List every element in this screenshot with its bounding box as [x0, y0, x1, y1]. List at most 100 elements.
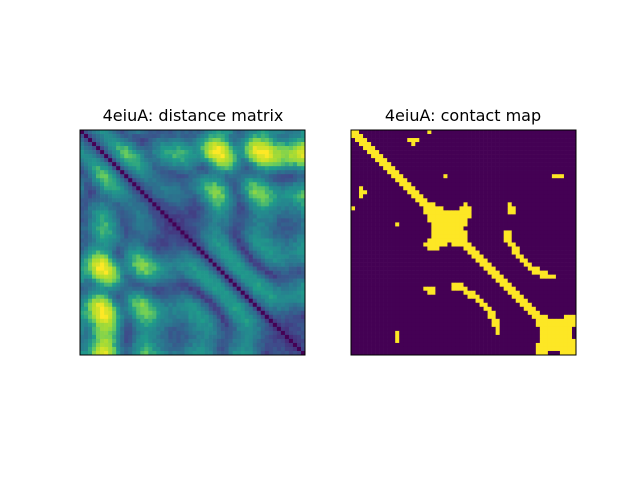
- contact-cell: [447, 170, 452, 175]
- distance-cell: [152, 142, 157, 147]
- distance-cell: [192, 318, 197, 324]
- contact-cell: [367, 190, 372, 195]
- contact-cell: [431, 242, 436, 247]
- contact-cell: [431, 186, 436, 191]
- distance-cell: [160, 338, 165, 344]
- distance-cell: [232, 246, 237, 251]
- distance-cell: [228, 226, 233, 231]
- distance-cell: [132, 250, 137, 255]
- distance-cell: [200, 222, 205, 227]
- distance-cell: [192, 190, 197, 195]
- distance-cell: [144, 130, 149, 135]
- contact-cell: [487, 130, 492, 135]
- contact-cell: [355, 162, 360, 167]
- distance-cell: [96, 310, 101, 316]
- distance-cell: [164, 262, 169, 267]
- contact-cell: [559, 186, 565, 191]
- distance-cell: [236, 310, 242, 316]
- distance-cell: [232, 190, 237, 195]
- distance-cell: [292, 286, 298, 292]
- contact-cell: [455, 222, 460, 227]
- distance-cell: [156, 330, 161, 336]
- distance-cell: [116, 242, 121, 247]
- distance-cell: [128, 294, 133, 300]
- distance-cell: [92, 342, 97, 348]
- contact-cell: [523, 158, 529, 163]
- distance-cell: [104, 310, 109, 316]
- distance-cell: [156, 222, 161, 227]
- contact-cell: [543, 182, 549, 187]
- contact-cell: [511, 134, 517, 139]
- contact-cell: [543, 258, 549, 263]
- distance-cell: [152, 326, 157, 332]
- distance-cell: [276, 286, 282, 292]
- distance-cell: [288, 186, 294, 191]
- contact-cell: [515, 138, 521, 143]
- contact-cell: [527, 186, 533, 191]
- distance-cell: [136, 214, 141, 219]
- distance-cell: [232, 338, 237, 344]
- distance-cell: [120, 202, 125, 207]
- contact-cell: [427, 178, 432, 183]
- distance-cell: [112, 310, 117, 316]
- distance-cell: [108, 318, 113, 324]
- distance-cell: [128, 318, 133, 324]
- distance-cell: [180, 182, 185, 187]
- distance-cell: [116, 270, 121, 275]
- distance-cell: [100, 290, 105, 296]
- contact-cell: [519, 246, 525, 251]
- distance-cell: [136, 254, 141, 259]
- contact-cell: [499, 198, 504, 203]
- contact-cell: [495, 186, 500, 191]
- contact-cell: [415, 130, 420, 135]
- contact-cell: [415, 190, 420, 195]
- distance-cell: [200, 270, 205, 275]
- distance-cell: [204, 322, 209, 328]
- distance-cell: [144, 170, 149, 175]
- contact-cell: [359, 258, 364, 263]
- contact-cell: [351, 142, 356, 147]
- distance-cell: [148, 222, 153, 227]
- distance-cell: [252, 194, 258, 199]
- distance-cell: [128, 306, 133, 312]
- distance-cell: [284, 306, 290, 312]
- distance-cell: [164, 298, 169, 304]
- contact-cell: [515, 230, 521, 235]
- distance-cell: [288, 334, 294, 340]
- contact-cell: [379, 194, 384, 199]
- distance-cell: [112, 162, 117, 167]
- distance-cell: [84, 310, 89, 316]
- contact-cell: [411, 198, 416, 203]
- distance-cell: [156, 218, 161, 223]
- distance-cell: [220, 298, 225, 304]
- contact-cell: [503, 158, 508, 163]
- contact-cell: [359, 218, 364, 223]
- contact-cell: [571, 202, 577, 207]
- distance-cell: [204, 194, 209, 199]
- distance-cell: [212, 322, 217, 328]
- contact-cell: [379, 202, 384, 207]
- distance-cell: [192, 282, 197, 287]
- contact-cell: [459, 250, 464, 255]
- distance-cell: [84, 178, 89, 183]
- distance-cell: [184, 234, 189, 239]
- distance-cell: [240, 230, 246, 235]
- distance-cell: [288, 234, 294, 239]
- distance-cell: [268, 194, 274, 199]
- contact-cell: [567, 218, 573, 223]
- distance-cell: [284, 270, 290, 275]
- contact-cell: [351, 230, 356, 235]
- distance-cell: [204, 174, 209, 179]
- contact-cell: [535, 154, 541, 159]
- distance-cell: [128, 330, 133, 336]
- distance-cell: [176, 314, 181, 320]
- contact-cell: [359, 178, 364, 183]
- contact-cell: [503, 166, 508, 171]
- distance-cell: [84, 342, 89, 348]
- distance-cell: [172, 210, 177, 215]
- distance-cell: [168, 174, 173, 179]
- contact-cell: [527, 170, 533, 175]
- distance-cell: [116, 154, 121, 159]
- distance-cell: [124, 278, 129, 283]
- distance-cell: [112, 182, 117, 187]
